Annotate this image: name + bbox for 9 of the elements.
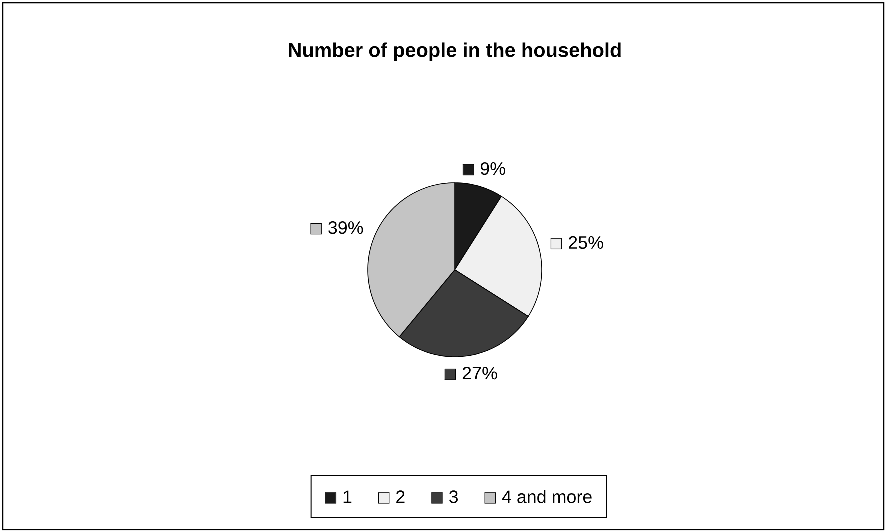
chart-title: Number of people in the household	[289, 42, 621, 62]
legend-label: 4 and more	[502, 490, 592, 504]
legend-label: 2	[396, 490, 405, 504]
legend-label: 3	[450, 490, 458, 504]
data-label: 9%	[480, 162, 506, 176]
data-label: 27%	[462, 367, 498, 380]
data-label: 25%	[569, 236, 604, 250]
legend-label: 1	[344, 491, 352, 504]
data-label: 39%	[328, 222, 364, 234]
